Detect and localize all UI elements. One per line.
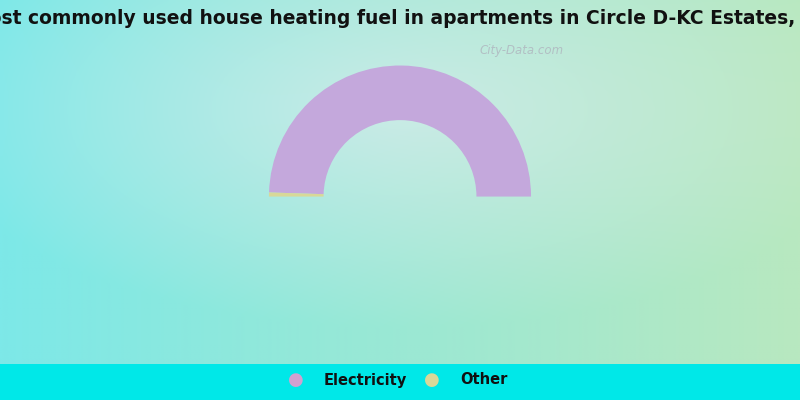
Text: City-Data.com: City-Data.com bbox=[480, 44, 564, 57]
Text: Electricity: Electricity bbox=[324, 372, 407, 388]
Text: Other: Other bbox=[460, 372, 507, 388]
Text: ●: ● bbox=[288, 371, 304, 389]
Text: ●: ● bbox=[424, 371, 440, 389]
Text: Most commonly used house heating fuel in apartments in Circle D-KC Estates, TX: Most commonly used house heating fuel in… bbox=[0, 8, 800, 28]
Wedge shape bbox=[269, 66, 531, 196]
Wedge shape bbox=[269, 192, 323, 196]
